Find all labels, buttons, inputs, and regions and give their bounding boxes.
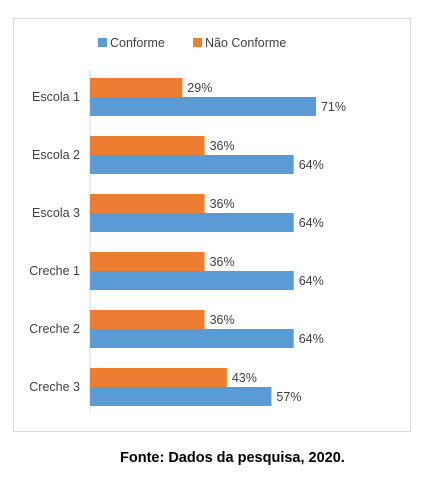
legend-label-conforme: Conforme xyxy=(110,36,165,50)
legend-label-nao-conforme: Não Conforme xyxy=(205,36,286,50)
data-label-nao-conforme-escola-3: 36% xyxy=(210,197,235,211)
bar-nao-conforme-escola-2 xyxy=(90,136,205,155)
bar-nao-conforme-creche-1 xyxy=(90,252,205,271)
data-label-conforme-escola-3: 64% xyxy=(299,216,324,230)
data-label-nao-conforme-escola-2: 36% xyxy=(210,139,235,153)
data-label-nao-conforme-creche-3: 43% xyxy=(232,371,257,385)
data-label-conforme-creche-3: 57% xyxy=(276,390,301,404)
bar-nao-conforme-creche-2 xyxy=(90,310,205,329)
bar-conforme-escola-1 xyxy=(90,97,316,116)
category-label-escola-3: Escola 3 xyxy=(32,206,80,220)
bars: 29% 71% Escola 1 36% 64% Escola 2 36% 64% Escola… xyxy=(29,78,346,406)
data-label-conforme-creche-2: 64% xyxy=(299,332,324,346)
category-label-creche-1: Creche 1 xyxy=(29,264,80,278)
bar-nao-conforme-escola-3 xyxy=(90,194,205,213)
legend-swatch-conforme xyxy=(98,38,107,47)
category-label-creche-3: Creche 3 xyxy=(29,380,80,394)
data-label-conforme-creche-1: 64% xyxy=(299,274,324,288)
source-note: Fonte: Dados da pesquisa, 2020. xyxy=(120,450,345,466)
category-label-escola-1: Escola 1 xyxy=(32,90,80,104)
data-label-nao-conforme-creche-2: 36% xyxy=(210,313,235,327)
category-label-creche-2: Creche 2 xyxy=(29,322,80,336)
data-label-conforme-escola-1: 71% xyxy=(321,100,346,114)
bar-conforme-creche-1 xyxy=(90,271,294,290)
bar-nao-conforme-creche-3 xyxy=(90,368,227,387)
bar-conforme-escola-3 xyxy=(90,213,294,232)
bar-nao-conforme-escola-1 xyxy=(90,78,183,97)
bar-conforme-creche-2 xyxy=(90,329,294,348)
legend: Conforme Não Conforme xyxy=(98,36,286,50)
legend-swatch-nao-conforme xyxy=(193,38,202,47)
category-label-escola-2: Escola 2 xyxy=(32,148,80,162)
bar-conforme-escola-2 xyxy=(90,155,294,174)
data-label-nao-conforme-escola-1: 29% xyxy=(187,81,212,95)
data-label-conforme-escola-2: 64% xyxy=(299,158,324,172)
data-label-nao-conforme-creche-1: 36% xyxy=(210,255,235,269)
bar-conforme-creche-3 xyxy=(90,387,272,406)
